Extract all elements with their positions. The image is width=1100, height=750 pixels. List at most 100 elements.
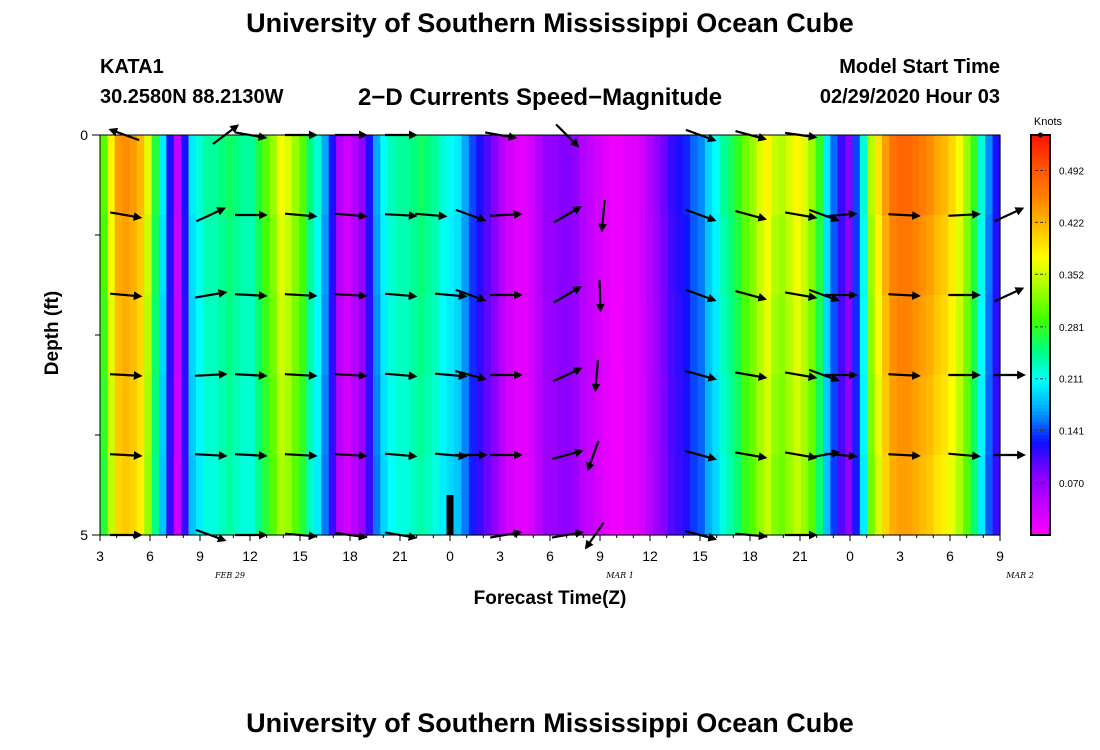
current-vector-arrow xyxy=(334,451,368,460)
heatmap-cell xyxy=(675,135,684,216)
current-vector-arrow xyxy=(785,211,818,221)
heatmap-cell xyxy=(181,295,190,376)
heatmap-cell xyxy=(690,455,699,536)
heatmap-cell xyxy=(483,135,492,216)
heatmap-cell xyxy=(579,375,588,456)
heatmap-cell xyxy=(542,215,551,296)
heatmap-cell xyxy=(955,295,964,376)
heatmap-cell xyxy=(896,135,905,216)
heatmap-cell xyxy=(321,295,330,376)
heatmap-cell xyxy=(218,135,227,216)
heatmap-cell xyxy=(159,375,167,456)
current-vector-arrow xyxy=(808,449,841,459)
heatmap-cell xyxy=(321,215,330,296)
heatmap-cell xyxy=(343,375,352,456)
heatmap-cell xyxy=(122,375,131,456)
heatmap-cell xyxy=(269,135,278,216)
heatmap-cell xyxy=(151,375,160,456)
current-vector-arrow xyxy=(489,210,523,219)
current-vector-arrow xyxy=(553,286,582,304)
heatmap-cell xyxy=(800,375,809,456)
colorbar-segment xyxy=(1031,391,1050,396)
page-title-bottom: University of Southern Mississippi Ocean… xyxy=(246,708,854,738)
heatmap-cell xyxy=(247,215,256,296)
heatmap-cell xyxy=(306,375,315,456)
heatmap-cell xyxy=(579,135,588,216)
heatmap-cell xyxy=(520,375,529,456)
heatmap-cell xyxy=(564,295,573,376)
heatmap-cell xyxy=(704,375,713,456)
colorbar-segment xyxy=(1031,195,1050,199)
date-label: FEB 29 xyxy=(214,571,245,580)
heatmap-cell xyxy=(291,135,300,216)
heatmap-cell xyxy=(933,455,942,536)
heatmap-cell xyxy=(387,135,396,216)
heatmap-cell xyxy=(454,375,463,456)
heatmap-cell xyxy=(704,295,713,376)
heatmap-cell xyxy=(107,295,116,376)
heatmap-cell xyxy=(535,375,544,456)
heatmap-cell xyxy=(254,135,263,216)
heatmap-cell xyxy=(623,455,632,536)
heatmap-cell xyxy=(786,215,795,296)
x-tick-label: 15 xyxy=(692,548,708,564)
colorbar-segment xyxy=(1031,405,1050,409)
colorbar-segment xyxy=(1031,285,1050,289)
colorbar-tick-label: 0.422 xyxy=(1059,218,1084,229)
current-vector-arrow xyxy=(109,451,143,460)
heatmap-cell xyxy=(542,375,551,456)
heatmap-cell xyxy=(122,135,131,216)
model-start-value: 02/29/2020 Hour 03 xyxy=(819,86,1000,108)
current-vector-arrow xyxy=(948,451,981,461)
heatmap-cell xyxy=(586,135,595,216)
heatmap-cell xyxy=(262,215,271,296)
heatmap-cell xyxy=(550,215,558,296)
colorbar-segment xyxy=(1031,265,1050,269)
heatmap-cell xyxy=(424,455,433,536)
heatmap-cell xyxy=(557,135,566,216)
heatmap-cell xyxy=(542,135,551,216)
heatmap-cell xyxy=(793,215,802,296)
heatmap-cell xyxy=(550,295,558,376)
heatmap-cell xyxy=(830,455,839,536)
heatmap-cell xyxy=(520,295,529,376)
heatmap-cell xyxy=(970,295,979,376)
y-tick-label: 5 xyxy=(80,527,88,543)
heatmap-cell xyxy=(889,215,898,296)
heatmap-cell xyxy=(262,135,271,216)
colorbar-segment xyxy=(1031,491,1050,496)
heatmap-cell xyxy=(476,295,485,376)
heatmap-cell xyxy=(793,375,802,456)
heatmap-cell xyxy=(660,215,669,296)
heatmap-cell xyxy=(771,375,780,456)
current-vector-arrow xyxy=(110,211,143,221)
heatmap-cell xyxy=(837,215,846,296)
heatmap-cell xyxy=(151,215,160,296)
heatmap-cell xyxy=(557,455,566,536)
heatmap-cell xyxy=(690,215,699,296)
heatmap-cell xyxy=(734,295,743,376)
heatmap-cell xyxy=(852,215,861,296)
colorbar-segment xyxy=(1031,238,1050,243)
heatmap-cell xyxy=(874,215,883,296)
heatmap-cell xyxy=(970,375,979,456)
heatmap-cell xyxy=(129,455,138,536)
colorbar-segment xyxy=(1031,365,1050,369)
heatmap-cell xyxy=(771,455,780,536)
current-vector-arrow xyxy=(195,207,226,223)
heatmap-cell xyxy=(881,455,890,536)
heatmap-cell xyxy=(210,295,219,376)
colorbar-segment xyxy=(1031,301,1050,306)
heatmap-cell xyxy=(343,455,352,536)
heatmap-cell xyxy=(682,455,691,536)
heatmap-cell xyxy=(985,135,994,216)
colorbar-tick-label: 0.070 xyxy=(1059,479,1084,490)
heatmap-cell xyxy=(594,375,603,456)
colorbar-segment xyxy=(1031,228,1050,233)
colorbar-segment xyxy=(1031,198,1050,203)
colorbar-segment xyxy=(1031,231,1050,236)
heatmap-cell xyxy=(306,135,315,216)
heatmap-cell xyxy=(881,375,890,456)
current-vector-arrow xyxy=(385,371,418,381)
heatmap-cell xyxy=(704,135,713,216)
